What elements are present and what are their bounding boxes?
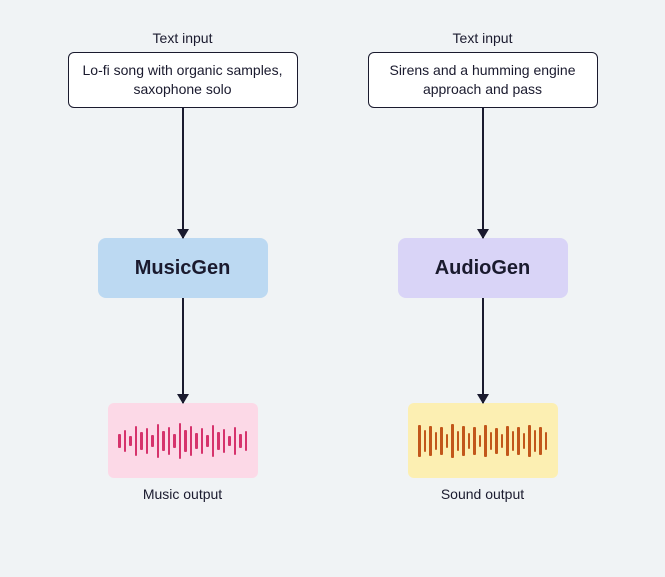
output-label: Music output [143,486,222,502]
output-label: Sound output [441,486,524,502]
model-box-musicgen: MusicGen [98,238,268,298]
waveform-icon [118,416,247,466]
diagram-container: Text input Lo-fi song with organic sampl… [68,30,598,502]
flow-audiogen: Text input Sirens and a humming engine a… [368,30,598,502]
waveform-icon [418,416,547,466]
arrow-down-icon [182,298,184,403]
arrow-down-icon [482,298,484,403]
text-input-box: Sirens and a humming engine approach and… [368,52,598,108]
output-box-music [108,403,258,478]
model-box-audiogen: AudioGen [398,238,568,298]
arrow-down-icon [182,108,184,238]
arrow-down-icon [482,108,484,238]
output-box-sound [408,403,558,478]
input-label: Text input [153,30,213,46]
flow-musicgen: Text input Lo-fi song with organic sampl… [68,30,298,502]
text-input-box: Lo-fi song with organic samples, saxopho… [68,52,298,108]
input-label: Text input [453,30,513,46]
